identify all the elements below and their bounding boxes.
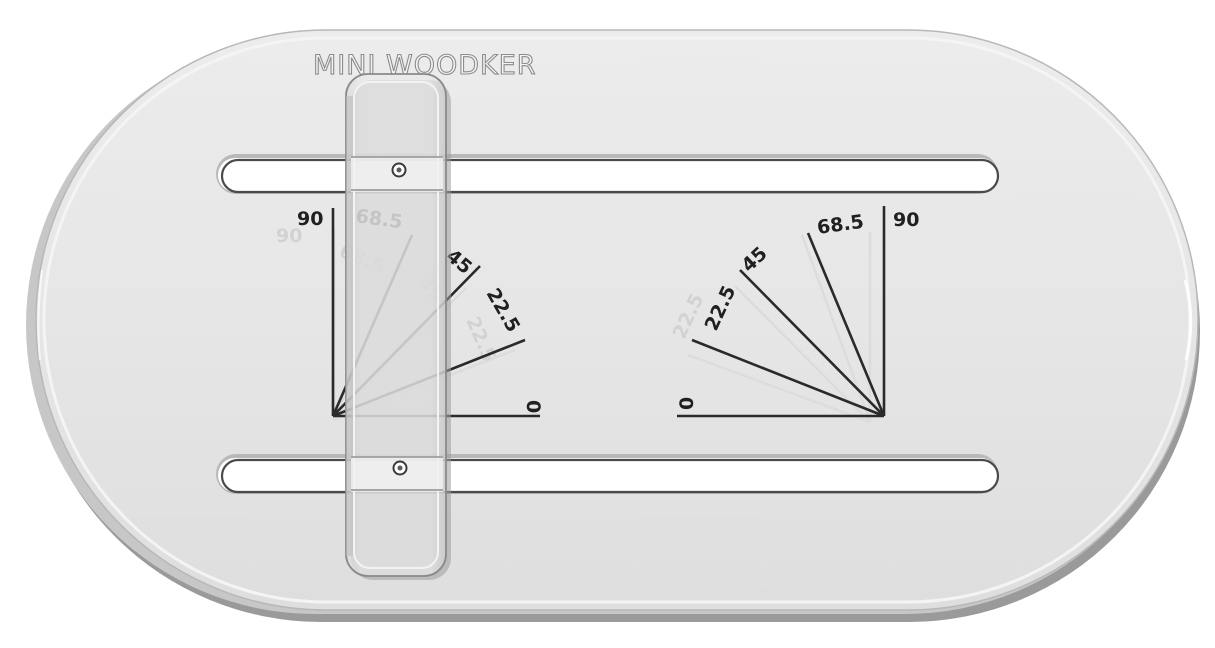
left-label-90: 90 [297,208,323,230]
plate-edge-glint-right [1183,279,1193,361]
right-ray-45 [739,269,885,417]
fence-inner-edge [353,81,439,569]
left-ghost-label-90: 90 [276,225,302,247]
sliding-fence[interactable] [345,73,451,580]
top-slot[interactable] [216,154,1000,194]
acrylic-plate[interactable] [35,29,1199,611]
fence-body [345,73,447,577]
right-label-90: 90 [893,209,919,231]
right-ray-68-5 [806,232,886,417]
top-screw[interactable] [391,162,407,178]
fence-edge-shade [346,96,353,556]
bottom-screw[interactable] [392,460,408,476]
right-ray-22-5 [691,338,885,418]
plate-edge-glint-left [37,269,43,361]
right-label-0: 0 [676,397,698,410]
left-label-0: 0 [522,400,544,413]
bottom-slot[interactable] [216,454,1000,494]
